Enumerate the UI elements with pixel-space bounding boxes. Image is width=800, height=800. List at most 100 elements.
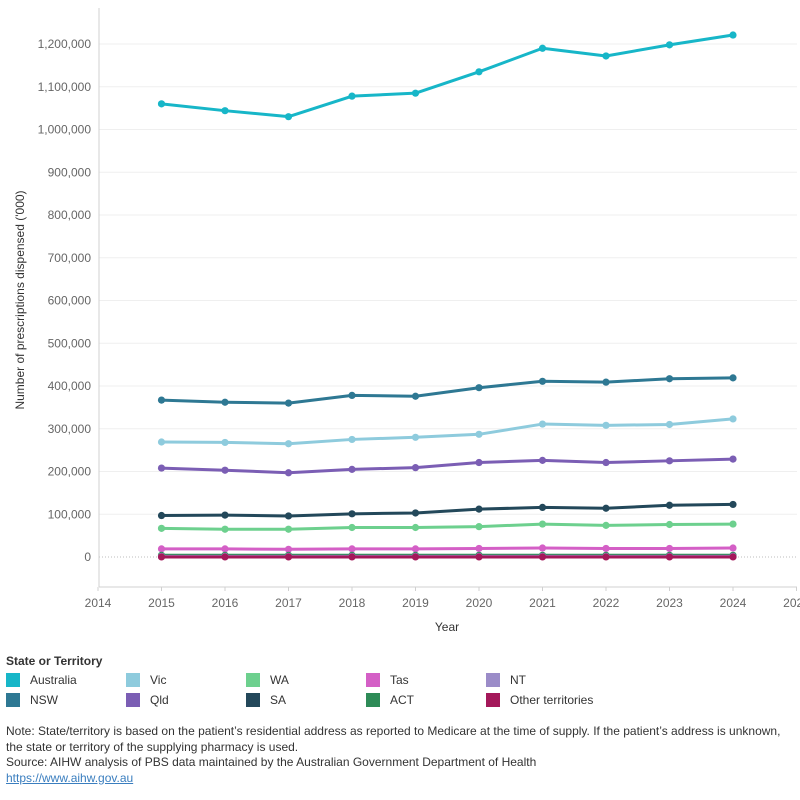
data-point-qld[interactable] [157, 464, 166, 472]
data-point-nsw[interactable] [475, 384, 483, 392]
x-tick-label: 2023 [656, 596, 683, 610]
data-point-sa[interactable] [538, 503, 547, 512]
data-point-other-territories[interactable] [729, 553, 737, 561]
data-point-wa[interactable] [284, 525, 293, 533]
data-point-tas[interactable] [538, 544, 547, 552]
data-point-vic[interactable] [475, 430, 483, 438]
gridlines [99, 43, 797, 558]
data-point-australia[interactable] [602, 52, 610, 60]
data-point-sa[interactable] [411, 509, 420, 517]
data-point-tas[interactable] [475, 544, 483, 553]
data-point-nsw[interactable] [157, 396, 166, 404]
data-point-australia[interactable] [665, 41, 674, 49]
data-point-wa[interactable] [411, 523, 420, 532]
data-point-qld[interactable] [538, 456, 547, 464]
data-point-qld[interactable] [411, 464, 420, 472]
data-point-sa[interactable] [665, 501, 674, 509]
data-point-tas[interactable] [348, 545, 356, 553]
data-point-other-territories[interactable] [538, 553, 547, 561]
data-point-australia[interactable] [284, 113, 293, 121]
data-point-other-territories[interactable] [411, 553, 420, 561]
data-point-australia[interactable] [221, 107, 229, 115]
data-point-nsw[interactable] [348, 391, 356, 400]
data-point-other-territories[interactable] [602, 553, 610, 561]
data-point-vic[interactable] [665, 420, 674, 429]
data-point-vic[interactable] [602, 421, 610, 429]
data-point-qld[interactable] [221, 466, 229, 474]
data-point-wa[interactable] [157, 524, 166, 532]
legend-item-sa[interactable]: SA [246, 690, 366, 710]
data-point-australia[interactable] [538, 44, 547, 52]
data-point-sa[interactable] [729, 500, 737, 509]
data-point-other-territories[interactable] [284, 553, 293, 561]
data-point-nsw[interactable] [411, 392, 420, 400]
legend-item-other-territories[interactable]: Other territories [486, 690, 626, 710]
legend-item-qld[interactable]: Qld [126, 690, 246, 710]
series-line-qld [160, 457, 735, 475]
data-point-other-territories[interactable] [157, 553, 166, 561]
data-point-other-territories[interactable] [348, 553, 356, 561]
data-point-vic[interactable] [157, 438, 166, 446]
data-point-tas[interactable] [411, 545, 420, 553]
data-point-wa[interactable] [602, 521, 610, 529]
data-point-qld[interactable] [284, 469, 293, 477]
data-point-tas[interactable] [665, 544, 674, 553]
data-point-other-territories[interactable] [475, 553, 483, 561]
x-tick-label: 2024 [720, 596, 747, 610]
data-point-tas[interactable] [221, 545, 229, 553]
data-point-vic[interactable] [538, 420, 547, 428]
data-point-wa[interactable] [665, 520, 674, 529]
legend-label: SA [270, 693, 287, 707]
data-point-other-territories[interactable] [665, 553, 674, 561]
data-point-tas[interactable] [602, 544, 610, 553]
y-tick-label: 1,100,000 [38, 80, 92, 94]
data-point-wa[interactable] [538, 520, 547, 528]
data-point-australia[interactable] [729, 31, 737, 39]
data-point-tas[interactable] [284, 545, 293, 553]
data-point-nsw[interactable] [729, 374, 737, 382]
data-point-nsw[interactable] [538, 377, 547, 385]
legend-item-act[interactable]: ACT [366, 690, 486, 710]
legend-item-wa[interactable]: WA [246, 670, 366, 690]
data-point-qld[interactable] [665, 457, 674, 465]
data-point-nsw[interactable] [665, 375, 674, 383]
data-point-australia[interactable] [348, 92, 356, 100]
legend-item-nt[interactable]: NT [486, 670, 626, 690]
series-lines [157, 31, 737, 561]
data-point-australia[interactable] [475, 68, 483, 76]
data-point-nsw[interactable] [221, 398, 229, 406]
legend-item-tas[interactable]: Tas [366, 670, 486, 690]
data-point-wa[interactable] [348, 523, 356, 532]
data-point-nsw[interactable] [602, 378, 610, 386]
data-point-sa[interactable] [602, 504, 610, 512]
data-point-sa[interactable] [348, 510, 356, 518]
data-point-sa[interactable] [475, 505, 483, 513]
data-point-other-territories[interactable] [221, 553, 229, 561]
data-point-wa[interactable] [729, 520, 737, 528]
aihw-link[interactable]: https://www.aihw.gov.au [6, 770, 134, 785]
legend-swatch [366, 693, 380, 707]
data-point-wa[interactable] [221, 525, 229, 533]
data-point-vic[interactable] [284, 440, 293, 448]
data-point-sa[interactable] [221, 511, 229, 519]
data-point-tas[interactable] [157, 545, 166, 553]
data-point-qld[interactable] [602, 458, 610, 467]
data-point-sa[interactable] [284, 512, 293, 520]
legend-item-vic[interactable]: Vic [126, 670, 246, 690]
data-point-vic[interactable] [411, 433, 420, 441]
data-point-nsw[interactable] [284, 399, 293, 407]
data-point-australia[interactable] [157, 100, 166, 108]
legend-item-nsw[interactable]: NSW [6, 690, 126, 710]
legend-item-australia[interactable]: Australia [6, 670, 126, 690]
data-point-vic[interactable] [348, 435, 356, 444]
data-point-tas[interactable] [729, 544, 737, 552]
data-point-vic[interactable] [729, 415, 737, 423]
data-point-qld[interactable] [348, 465, 356, 473]
data-point-wa[interactable] [475, 523, 483, 531]
data-point-qld[interactable] [475, 458, 483, 467]
data-point-australia[interactable] [411, 89, 420, 97]
data-point-qld[interactable] [729, 455, 737, 463]
line-chart: 0 100,000 200,000 300,000 400,000 500,000 600,… [13, 8, 800, 634]
data-point-sa[interactable] [157, 511, 166, 520]
data-point-vic[interactable] [221, 438, 229, 447]
